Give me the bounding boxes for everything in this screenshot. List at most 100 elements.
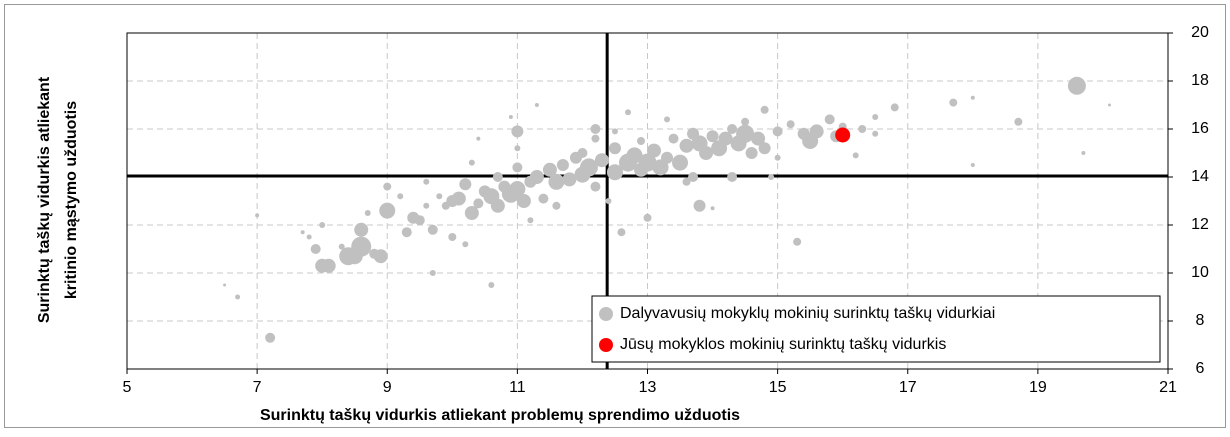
point: [693, 199, 706, 212]
point: [300, 230, 305, 235]
x-tick-label: 15: [769, 379, 787, 396]
point: [736, 124, 755, 143]
x-tick-label: 13: [639, 379, 657, 396]
point: [624, 109, 631, 116]
point: [509, 181, 526, 197]
y-axis-label: Surinktų taškų vidurkis atliekant: [36, 76, 53, 323]
point: [679, 138, 694, 153]
y-tick-label: 18: [1191, 72, 1209, 89]
y-tick-label: 8: [1196, 312, 1205, 329]
point: [872, 114, 879, 120]
y-tick-label: 20: [1191, 24, 1209, 41]
point: [364, 210, 371, 216]
legend-marker: [599, 338, 613, 352]
point: [397, 193, 404, 200]
point: [774, 154, 781, 161]
point: [970, 163, 975, 167]
point: [351, 236, 372, 257]
point: [652, 159, 669, 176]
point: [890, 103, 899, 112]
point: [809, 124, 824, 139]
point: [436, 193, 443, 200]
point: [552, 201, 561, 210]
point: [970, 95, 975, 100]
point: [858, 125, 867, 133]
point: [1014, 117, 1023, 126]
point: [462, 241, 469, 248]
point: [626, 147, 643, 164]
point: [423, 202, 430, 209]
point: [511, 125, 524, 138]
point: [548, 173, 565, 190]
y-tick-label: 6: [1196, 360, 1205, 377]
point: [473, 198, 484, 209]
point: [949, 98, 958, 107]
point: [516, 194, 531, 208]
point: [706, 130, 719, 143]
point: [529, 170, 544, 184]
point: [768, 174, 775, 180]
point: [793, 237, 802, 246]
point: [401, 227, 412, 238]
legend-marker: [599, 307, 613, 321]
point: [527, 217, 534, 224]
point: [538, 193, 549, 204]
point: [338, 243, 345, 250]
y-axis-label: kritinio mąstymo užduotis: [63, 101, 80, 299]
plot-border: [126, 32, 1169, 370]
point: [688, 172, 699, 182]
point: [476, 136, 481, 141]
point: [310, 244, 321, 254]
point: [451, 191, 466, 206]
point: [590, 181, 601, 192]
point: [647, 143, 662, 158]
point: [223, 283, 227, 287]
point: [235, 294, 241, 300]
point: [354, 222, 369, 237]
point: [459, 178, 472, 191]
point: [414, 215, 425, 226]
point: [608, 142, 621, 155]
point: [605, 198, 612, 204]
point: [423, 178, 430, 185]
y-tick-label: 16: [1191, 120, 1209, 137]
legend-label: Dalyvavusių mokyklų mokinių surinktų taš…: [620, 305, 995, 322]
point: [512, 162, 523, 173]
y-tick-label: 12: [1191, 216, 1209, 233]
x-axis-label: Surinktų taškų vidurkis atliekant proble…: [260, 407, 740, 424]
point: [611, 128, 618, 135]
point: [760, 105, 769, 114]
point: [464, 206, 479, 220]
point: [727, 124, 738, 134]
point: [751, 131, 766, 146]
point: [606, 164, 623, 181]
frame: [4, 4, 1226, 428]
x-tick-label: 17: [899, 379, 917, 396]
point: [448, 233, 457, 241]
point: [542, 162, 557, 177]
x-tick-label: 9: [383, 379, 392, 396]
point: [668, 133, 679, 144]
point: [636, 137, 645, 145]
point: [379, 202, 396, 219]
x-tick-label: 11: [509, 379, 526, 396]
y-tick-label: 14: [1191, 168, 1209, 185]
point: [514, 145, 521, 152]
point: [835, 127, 851, 143]
point: [319, 222, 326, 228]
legend-label: Jūsų mokyklos mokinių surinktų taškų vid…: [620, 336, 946, 353]
point: [745, 147, 758, 159]
y-tick-label: 10: [1191, 264, 1209, 281]
point: [383, 182, 392, 191]
point: [579, 158, 598, 177]
point: [255, 213, 260, 218]
point: [1067, 76, 1086, 95]
point: [306, 234, 312, 240]
point: [591, 134, 600, 143]
point: [427, 224, 438, 235]
legend-box: [591, 295, 1161, 363]
point: [468, 159, 475, 166]
point: [617, 228, 626, 237]
point: [664, 116, 671, 123]
x-tick-label: 7: [253, 379, 262, 396]
